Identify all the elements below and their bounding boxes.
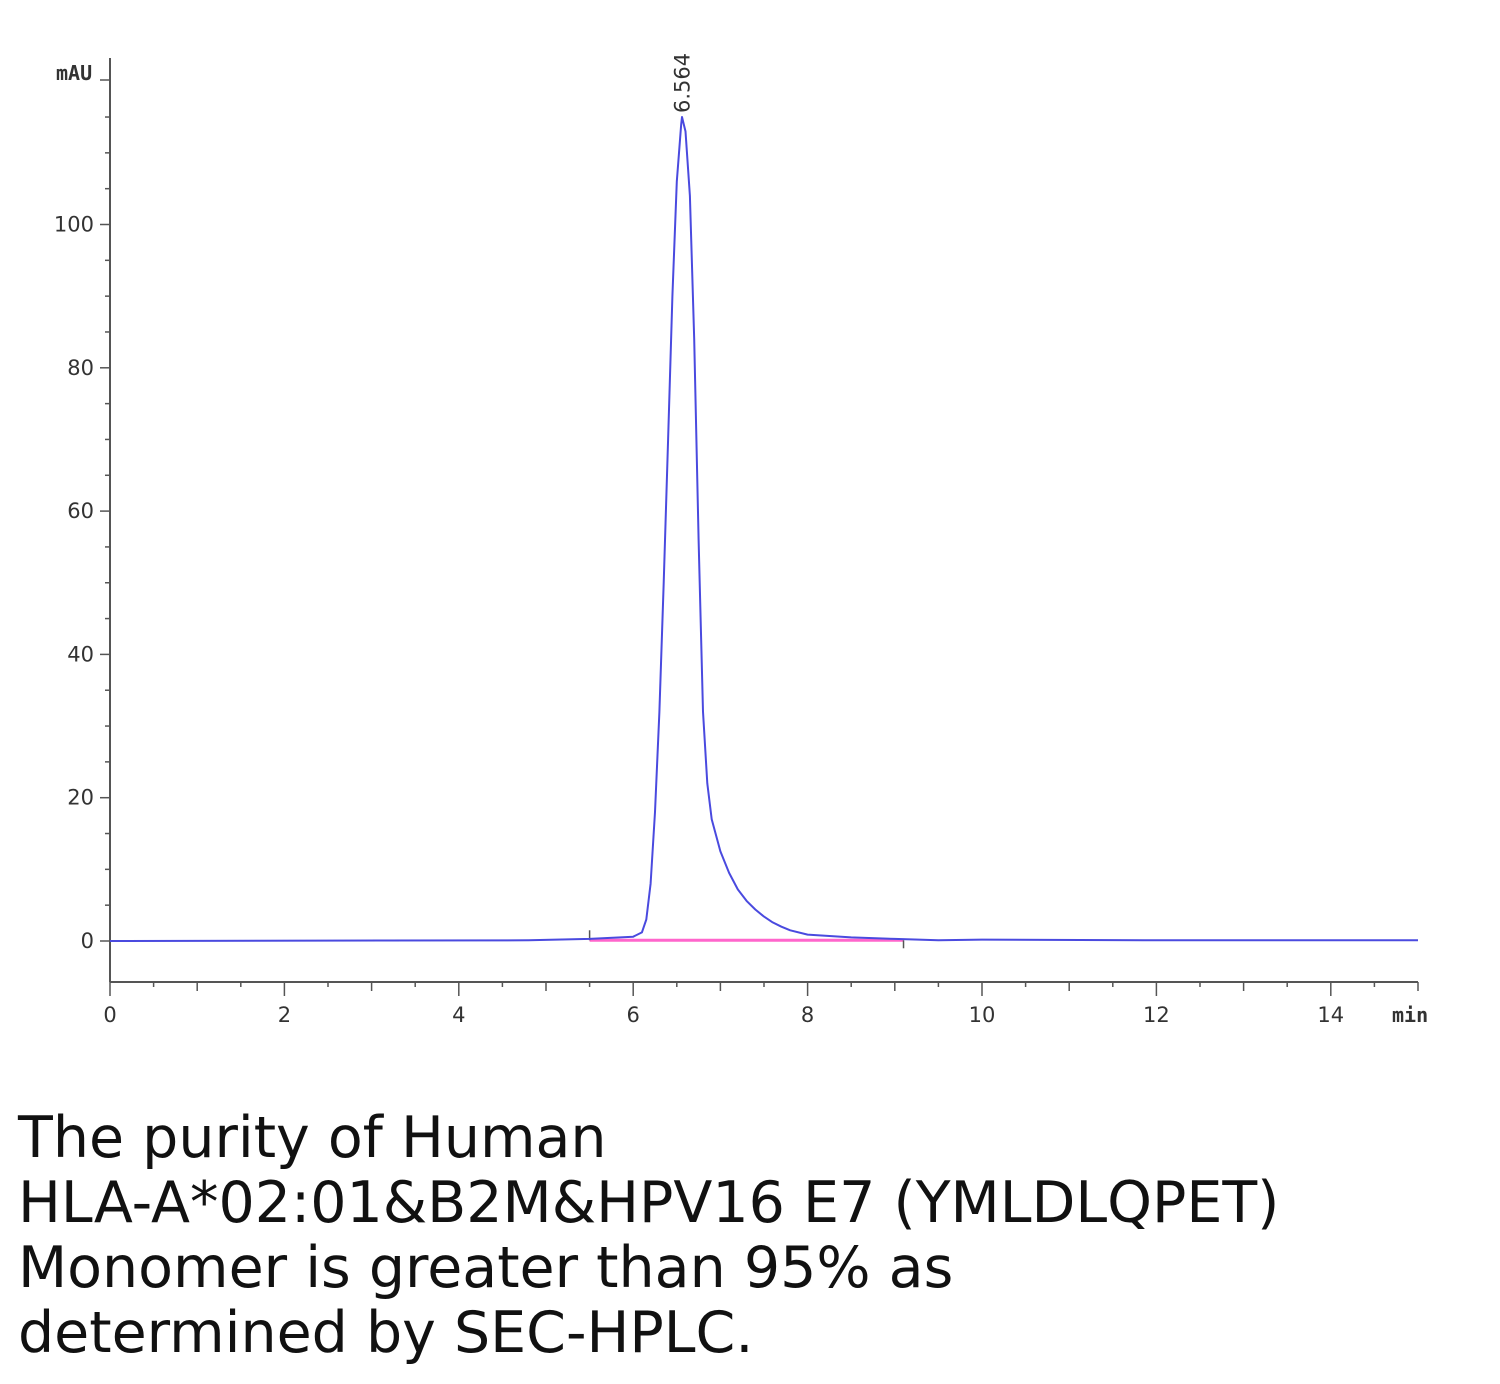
figure-caption: The purity of Human HLA-A*02:01&B2M&HPV1… [18,1106,1488,1366]
caption-line-2: HLA-A*02:01&B2M&HPV16 E7 (YMLDLQPET) [18,1170,1280,1236]
peak-retention-label: 6.564 [670,53,694,113]
y-tick-label: 80 [67,356,94,380]
x-tick-label: 2 [278,1003,291,1027]
x-tick-label: 12 [1143,1003,1170,1027]
y-tick-label: 20 [67,786,94,810]
caption-line-1: The purity of Human [18,1105,607,1171]
y-tick-label: 40 [67,642,94,666]
y-tick-label: 0 [81,929,94,953]
x-tick-label: 14 [1317,1003,1344,1027]
y-tick-label: 100 [54,213,94,237]
peak-labels: 6.564 [670,53,694,113]
chromatogram-trace [109,116,1418,942]
x-axis-unit: min [1392,1003,1428,1027]
y-axis: 0 20 40 60 80 100 [54,58,111,982]
caption-line-3: Monomer is greater than 95% as [18,1235,954,1301]
x-tick-label: 0 [103,1003,116,1027]
y-tick-label: 60 [67,499,94,523]
caption-line-4: determined by SEC-HPLC. [18,1300,754,1366]
chromatogram-chart: 0 20 40 60 80 100 0 2 4 6 8 10 12 14 6.564 mAU min [54,53,1428,1027]
x-axis: 0 2 4 6 8 10 12 14 [103,981,1419,1027]
x-tick-label: 8 [801,1003,814,1027]
y-axis-unit: mAU [56,61,92,85]
chromatogram-trace-group [109,116,1418,942]
x-tick-label: 4 [452,1003,465,1027]
x-tick-label: 6 [627,1003,640,1027]
x-tick-label: 10 [969,1003,996,1027]
integration-baseline [588,930,905,949]
